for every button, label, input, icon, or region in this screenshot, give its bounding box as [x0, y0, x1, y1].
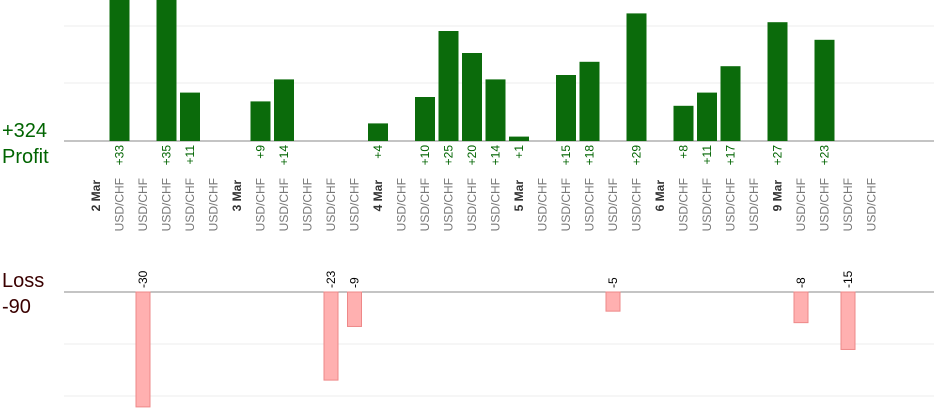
- profit-bar: [720, 66, 741, 141]
- pair-label: USD/CHF: [700, 178, 714, 231]
- bar-value-label: +9: [254, 145, 268, 159]
- bar-value-label: -5: [606, 277, 620, 288]
- category-labels: 2 Mar USD/CHF USD/CHF USD/CHF USD/CHF USD/CHF…: [89, 178, 879, 231]
- bar-value-label: +14: [489, 145, 503, 166]
- profit-bar: [415, 97, 435, 141]
- bar-value-label: +11: [183, 145, 197, 165]
- bars: [109, 0, 856, 408]
- pair-label: USD/CHF: [418, 178, 432, 231]
- loss-bar: [605, 291, 621, 312]
- pair-label: USD/CHF: [301, 178, 315, 231]
- bar-value-label: -23: [324, 270, 338, 288]
- pair-label: USD/CHF: [747, 178, 761, 231]
- bar-value-label: +15: [559, 145, 573, 166]
- bar-value-label: -9: [348, 277, 362, 288]
- pair-label: USD/CHF: [442, 178, 456, 231]
- profit-bar: [697, 92, 717, 141]
- day-label: 4 Mar: [371, 180, 385, 212]
- pair-label: USD/CHF: [277, 178, 291, 231]
- bar-value-label: +11: [700, 145, 714, 165]
- day-label: 9 Mar: [771, 180, 785, 212]
- bar-labels: +33 -30 +35 +11 +9 +14 -23 -9 +4 +10 +25 +20 +14 +1 +1…: [113, 145, 856, 288]
- loss-total: -90: [2, 296, 31, 318]
- pair-label: USD/CHF: [794, 178, 808, 231]
- profit-bar: [109, 0, 130, 141]
- pair-label: USD/CHF: [559, 178, 573, 231]
- pair-label: USD/CHF: [113, 178, 127, 231]
- pair-label: USD/CHF: [724, 178, 738, 231]
- profit-bar: [767, 22, 788, 142]
- bar-value-label: +17: [724, 145, 738, 166]
- profit-bar: [626, 13, 647, 141]
- bar-value-label: +1: [512, 145, 526, 159]
- profit-bar: [156, 0, 177, 141]
- bar-value-label: +8: [677, 145, 691, 159]
- pair-label: USD/CHF: [395, 178, 409, 231]
- profit-bar: [556, 75, 576, 141]
- bar-value-label: -15: [841, 270, 855, 288]
- bar-value-label: +20: [465, 145, 479, 166]
- profit-bar: [462, 53, 482, 141]
- profit-bar: [509, 136, 529, 141]
- profit-bar: [250, 101, 271, 141]
- day-label: 5 Mar: [512, 180, 526, 212]
- bar-value-label: +27: [771, 145, 785, 166]
- profit-bar: [673, 105, 694, 141]
- loss-bar: [323, 291, 339, 381]
- profit-bar: [180, 92, 200, 141]
- loss-label: Loss: [2, 270, 44, 292]
- bar-value-label: +29: [630, 145, 644, 166]
- day-label: 2 Mar: [89, 180, 103, 212]
- pair-label: USD/CHF: [136, 178, 150, 231]
- pair-label: USD/CHF: [465, 178, 479, 231]
- pair-label: USD/CHF: [841, 178, 855, 231]
- pair-label: USD/CHF: [677, 178, 691, 231]
- pair-label: USD/CHF: [606, 178, 620, 231]
- pair-label: USD/CHF: [865, 178, 879, 231]
- profit-total: +324: [2, 120, 47, 142]
- pair-label: USD/CHF: [583, 178, 597, 231]
- pair-label: USD/CHF: [536, 178, 550, 231]
- pair-label: USD/CHF: [207, 178, 221, 231]
- profit-bar: [485, 79, 506, 141]
- pair-label: USD/CHF: [489, 178, 503, 231]
- loss-bar: [793, 291, 809, 324]
- bar-value-label: +25: [442, 145, 456, 166]
- profit-bar: [438, 31, 459, 141]
- pair-label: USD/CHF: [183, 178, 197, 231]
- bar-value-label: +10: [418, 145, 432, 166]
- profit-bar: [579, 61, 600, 141]
- pair-label: USD/CHF: [254, 178, 268, 231]
- bar-value-label: +4: [371, 145, 385, 159]
- pair-label: USD/CHF: [160, 178, 174, 231]
- profit-bar: [274, 79, 294, 141]
- pair-label: USD/CHF: [818, 178, 832, 231]
- loss-bar: [347, 291, 362, 327]
- bar-value-label: -8: [794, 277, 808, 288]
- loss-bar: [840, 291, 856, 350]
- loss-bar: [135, 291, 151, 408]
- profit-label: Profit: [2, 146, 49, 168]
- bar-value-label: +23: [818, 145, 832, 166]
- profit-bar: [814, 39, 835, 141]
- bar-value-label: +35: [160, 145, 174, 166]
- pair-label: USD/CHF: [324, 178, 338, 231]
- day-label: 6 Mar: [653, 180, 667, 212]
- bar-value-label: +14: [277, 145, 291, 166]
- day-label: 3 Mar: [230, 180, 244, 212]
- profit-bar: [368, 123, 388, 141]
- pair-label: USD/CHF: [630, 178, 644, 231]
- bar-value-label: +33: [113, 145, 127, 166]
- bar-value-label: +18: [583, 145, 597, 166]
- bar-value-label: -30: [136, 270, 150, 288]
- pair-label: USD/CHF: [348, 178, 362, 231]
